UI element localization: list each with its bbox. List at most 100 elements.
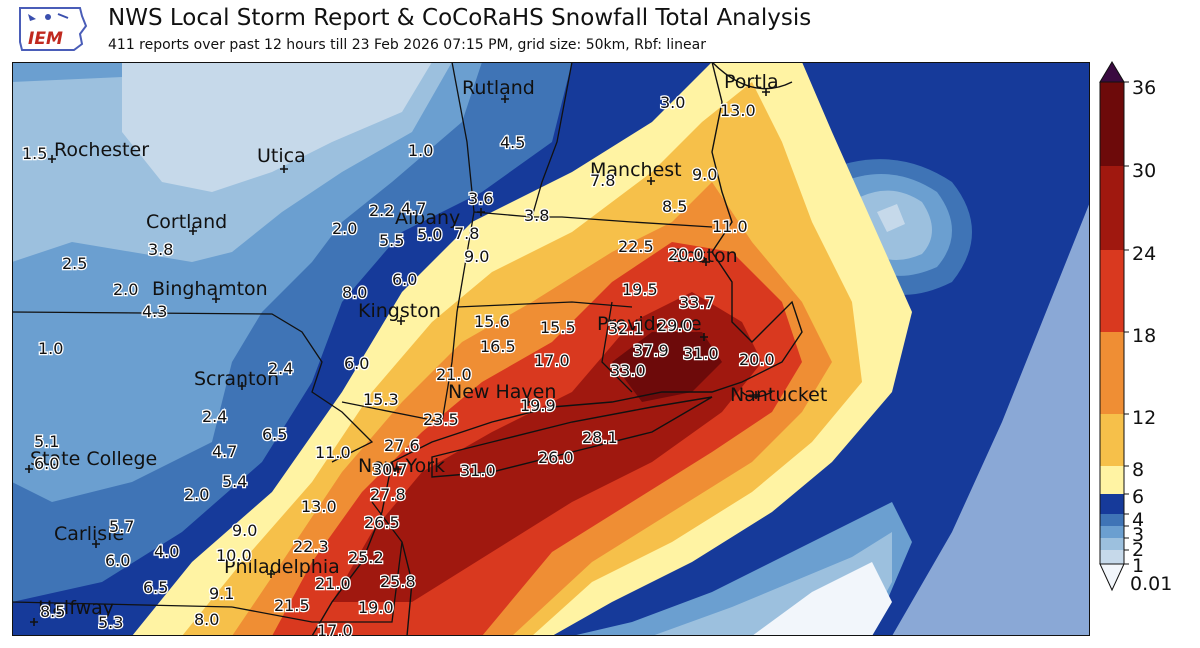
value-label: 28.1	[582, 428, 618, 447]
colorbar-band	[1100, 550, 1124, 564]
value-label: 8.5	[662, 197, 687, 216]
value-label: 20.0	[739, 350, 775, 369]
value-label: 17.0	[534, 351, 570, 370]
value-label: 5.0	[417, 225, 442, 244]
header: IEM NWS Local Storm Report & CoCoRaHS Sn…	[0, 0, 1200, 60]
value-label: 6.5	[262, 425, 287, 444]
value-label: 2.4	[268, 359, 293, 378]
band-30-36	[612, 332, 722, 402]
value-label: 3.8	[148, 240, 173, 259]
value-label: 37.9	[633, 341, 669, 360]
value-label: 10.0	[216, 546, 252, 565]
city-nantucket: Nantucket	[730, 384, 827, 406]
value-label: 4.5	[500, 133, 525, 152]
colorbar-band	[1100, 514, 1124, 526]
tick-label: 3	[1132, 524, 1144, 546]
value-label: 23.5	[423, 410, 459, 429]
city-rochester: Rochester	[54, 139, 149, 161]
city-labels: Rochester Utica Rutland Portla Manchest …	[30, 71, 827, 619]
value-label: 6.5	[143, 578, 168, 597]
colorbar-band	[1100, 526, 1124, 538]
value-label: 8.5	[40, 602, 65, 621]
value-label: 13.0	[720, 101, 756, 120]
value-label: 1.5	[22, 144, 47, 163]
value-label: 19.9	[520, 396, 556, 415]
city-new-york: New York	[358, 455, 445, 477]
value-label: 17.0	[317, 621, 353, 636]
tick-label: 8	[1132, 459, 1144, 481]
value-label: 11.0	[315, 443, 351, 462]
value-label: 2.0	[113, 280, 138, 299]
value-label: 7.8	[590, 171, 615, 190]
value-label: 7.8	[454, 224, 479, 243]
value-label: 9.0	[232, 521, 257, 540]
value-label: 3.6	[468, 189, 493, 208]
city-albany: Albany	[395, 207, 460, 229]
value-label: 9.1	[209, 584, 234, 603]
value-label: 27.6	[384, 436, 420, 455]
colorbar-band	[1100, 494, 1124, 514]
value-label: 9.0	[464, 247, 489, 266]
colorbar-bottom-arrow	[1099, 563, 1125, 592]
colorbar: 36 30 24 18 12 8 6 4 3 2 1 0.01	[1099, 61, 1172, 595]
colorbar-band	[1100, 332, 1124, 414]
city-halfway: Halfway	[38, 597, 114, 619]
city-binghamton: Binghamton	[152, 278, 268, 300]
value-label: 5.3	[98, 613, 123, 632]
city-portland: Portla	[724, 71, 779, 93]
colorbar-band	[1100, 538, 1124, 550]
value-label: 29.0	[657, 316, 693, 335]
tick-label: 30	[1132, 160, 1156, 182]
logo-text: IEM	[28, 29, 63, 49]
value-label: 22.3	[293, 537, 329, 556]
page-title: NWS Local Storm Report & CoCoRaHS Snowfa…	[108, 5, 812, 31]
tick-label: 1	[1132, 555, 1144, 577]
value-label: 5.1	[34, 432, 59, 451]
city-markers	[25, 88, 770, 626]
tick-label: 2	[1132, 539, 1144, 561]
colorbar-band	[1100, 466, 1124, 494]
value-label: 19.0	[358, 598, 394, 617]
value-label: 3.0	[660, 93, 685, 112]
colorbar-band	[1100, 82, 1124, 166]
value-label: 2.0	[332, 219, 357, 238]
value-label: 16.5	[480, 337, 516, 356]
city-kingston: Kingston	[358, 300, 441, 322]
city-scranton: Scranton	[194, 368, 279, 390]
value-label: 21.0	[436, 365, 472, 384]
value-label: 13.0	[301, 497, 337, 516]
city-boston: Boston	[672, 245, 738, 267]
value-label: 15.5	[540, 318, 576, 337]
colorbar-band	[1100, 250, 1124, 332]
tick-label: 12	[1132, 407, 1156, 429]
city-philadelphia: Philadelphia	[224, 556, 340, 578]
city-cortland: Cortland	[146, 211, 227, 233]
value-label: 1.0	[38, 339, 63, 358]
state-boundaries	[12, 62, 713, 623]
value-label: 20.0	[668, 245, 704, 264]
city-state-college: State College	[30, 448, 157, 470]
value-label: 22.5	[618, 237, 654, 256]
tick-label: 24	[1132, 243, 1156, 265]
value-label: 3.8	[524, 206, 549, 225]
value-label: 15.3	[363, 390, 399, 409]
tick-label: 0.01	[1130, 573, 1172, 595]
value-label: 27.8	[370, 485, 406, 504]
band-0	[122, 62, 432, 192]
tick-label: 36	[1132, 77, 1156, 99]
coastline	[311, 62, 803, 636]
value-label: 11.0	[712, 217, 748, 236]
value-label: 32.1	[608, 319, 644, 338]
value-label: 1.0	[408, 141, 433, 160]
colorbar-ticks: 36 30 24 18 12 8 6 4 3 2 1 0.01	[1130, 77, 1172, 595]
value-label: 4.3	[142, 302, 167, 321]
value-label: 19.5	[622, 280, 658, 299]
value-label: 8.0	[342, 283, 367, 302]
value-label: 2.5	[62, 254, 87, 273]
colorbar-band	[1100, 166, 1124, 250]
value-label: 9.0	[692, 165, 717, 184]
value-label: 33.7	[679, 293, 715, 312]
value-label: 5.5	[379, 231, 404, 250]
value-label: 31.0	[683, 344, 719, 363]
ocean-light	[892, 202, 1090, 636]
